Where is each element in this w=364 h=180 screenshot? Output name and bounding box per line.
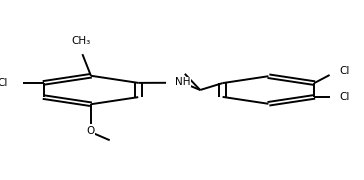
Text: Cl: Cl — [339, 66, 349, 75]
Text: Cl: Cl — [0, 78, 8, 88]
Text: Cl: Cl — [339, 92, 349, 102]
Text: CH₃: CH₃ — [71, 36, 90, 46]
Text: O: O — [87, 126, 95, 136]
Text: NH: NH — [175, 77, 191, 87]
